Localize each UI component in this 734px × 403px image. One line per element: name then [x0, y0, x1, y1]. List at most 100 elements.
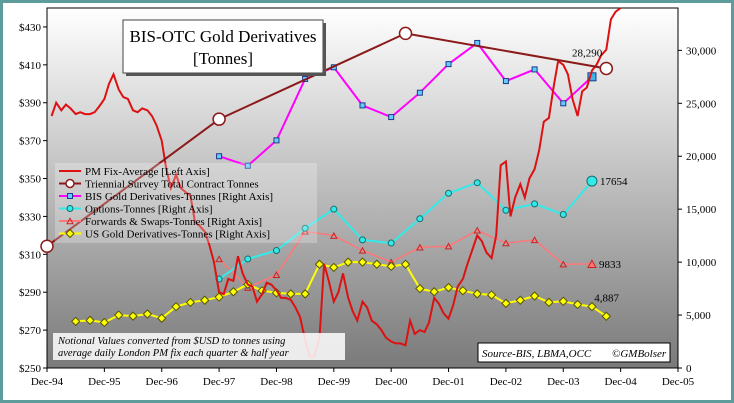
- us-marker: [171, 301, 181, 312]
- options-line: [218, 180, 593, 280]
- legend-swatch-marker: [66, 205, 74, 212]
- options-marker: [502, 206, 510, 214]
- us-marker: [357, 257, 368, 267]
- bis-line: [218, 41, 593, 167]
- options-marker: [244, 255, 252, 263]
- legend-swatch-marker: [66, 217, 74, 225]
- x-axis-tick-label: Dec-04: [604, 376, 637, 388]
- title-box-shadow-bottom: [126, 73, 326, 76]
- us-marker: [142, 309, 153, 319]
- bis-marker: [273, 137, 280, 144]
- us-marker: [200, 295, 210, 305]
- x-axis-tick-label: Dec-05: [662, 376, 695, 388]
- legend-label: PM Fix-Average [Left Axis]: [85, 166, 210, 178]
- bis-marker: [388, 114, 395, 121]
- bis-marker: [216, 153, 223, 160]
- left-axis-tick-label: $410: [19, 60, 42, 72]
- options-marker: [586, 175, 598, 187]
- forwards-marker: [587, 259, 597, 268]
- triennial-marker: [40, 239, 54, 253]
- options-marker: [531, 200, 539, 208]
- triennial-annotation: 28,290: [572, 47, 603, 59]
- forwards-marker: [329, 231, 338, 239]
- left-axis-tick-label: $370: [19, 136, 42, 148]
- us-marker: [343, 257, 353, 267]
- us-marker: [128, 311, 138, 321]
- chart-subtitle: [Tonnes]: [193, 49, 253, 68]
- left-axis-tick-label: $350: [19, 174, 42, 186]
- forwards-marker: [416, 243, 424, 251]
- bis-marker: [416, 89, 423, 96]
- bis-marker: [560, 100, 567, 107]
- us-marker: [458, 285, 468, 296]
- right-axis-tick-label: 10,000: [686, 257, 717, 269]
- us-marker: [214, 292, 224, 302]
- options-annotation: 17654: [600, 176, 628, 188]
- source-note-box: [477, 342, 671, 363]
- notional-note-box: [53, 333, 345, 360]
- us-marker: [429, 287, 439, 297]
- left-axis-tick-label: $390: [19, 98, 42, 110]
- us-marker: [558, 296, 568, 307]
- us-marker: [372, 259, 382, 269]
- forwards-marker: [502, 239, 510, 247]
- x-axis-tick-label: Dec-98: [260, 376, 293, 388]
- legend-swatch-marker: [67, 193, 73, 199]
- us-marker: [515, 295, 525, 305]
- forwards-marker: [530, 236, 539, 244]
- left-axis-tick-label: $310: [19, 249, 42, 261]
- options-marker: [473, 179, 481, 187]
- triennial-marker: [398, 26, 413, 41]
- bis-marker: [445, 61, 452, 68]
- forwards-marker: [444, 242, 453, 250]
- x-axis-tick-label: Dec-01: [432, 376, 464, 388]
- us-marker: [486, 290, 497, 300]
- left-axis-tick-label: $250: [19, 363, 42, 375]
- us-marker: [572, 299, 583, 310]
- triennial-marker: [212, 112, 226, 126]
- x-axis-tick-label: Dec-97: [203, 376, 236, 388]
- us-marker: [113, 310, 124, 320]
- legend-label: Forwards & Swaps-Tonnes [Right Axis]: [85, 216, 262, 228]
- x-axis-tick-label: Dec-94: [31, 376, 64, 388]
- legend-label: Triennial Survey Total Contract Tonnes: [85, 179, 259, 191]
- us-marker: [501, 298, 511, 309]
- forwards-marker: [559, 260, 568, 268]
- legend-label: BIS Gold Derivatives-Tonnes [Right Axis]: [85, 191, 273, 203]
- us-marker: [443, 282, 454, 293]
- forwards-marker: [301, 227, 309, 235]
- us-marker: [157, 313, 167, 323]
- pm-fix-line: [50, 7, 622, 358]
- us-annotation: 4,887: [594, 292, 619, 304]
- options-marker: [359, 236, 366, 244]
- left-axis-tick-label: $270: [19, 325, 42, 337]
- right-axis-tick-label: 20,000: [686, 151, 717, 163]
- left-axis-tick-label: $430: [19, 22, 42, 34]
- legend-box: [55, 163, 317, 243]
- options-marker: [272, 246, 280, 254]
- right-axis-tick-label: 30,000: [686, 45, 717, 57]
- us-marker: [544, 297, 554, 308]
- left-axis-tick-label: $330: [19, 211, 42, 223]
- us-marker: [286, 289, 296, 299]
- bis-marker: [531, 66, 538, 73]
- forwards-marker: [473, 226, 482, 234]
- x-axis-tick-label: Dec-99: [318, 376, 351, 388]
- right-axis-tick-label: 25,000: [686, 98, 717, 110]
- us-marker: [300, 289, 310, 299]
- us-marker: [228, 287, 239, 297]
- chart-title: BIS-OTC Gold Derivatives: [130, 27, 317, 46]
- triennial-line: [46, 32, 607, 248]
- x-axis-tick-label: Dec-95: [88, 376, 121, 388]
- x-axis-tick-label: Dec-02: [490, 376, 522, 388]
- triennial-marker: [599, 61, 614, 76]
- us-marker: [587, 301, 597, 312]
- options-marker: [387, 239, 395, 247]
- left-axis-tick-label: $290: [19, 287, 42, 299]
- forwards-line: [218, 229, 593, 289]
- us-marker: [415, 283, 425, 294]
- us-marker: [185, 297, 196, 308]
- forwards-marker: [272, 271, 281, 279]
